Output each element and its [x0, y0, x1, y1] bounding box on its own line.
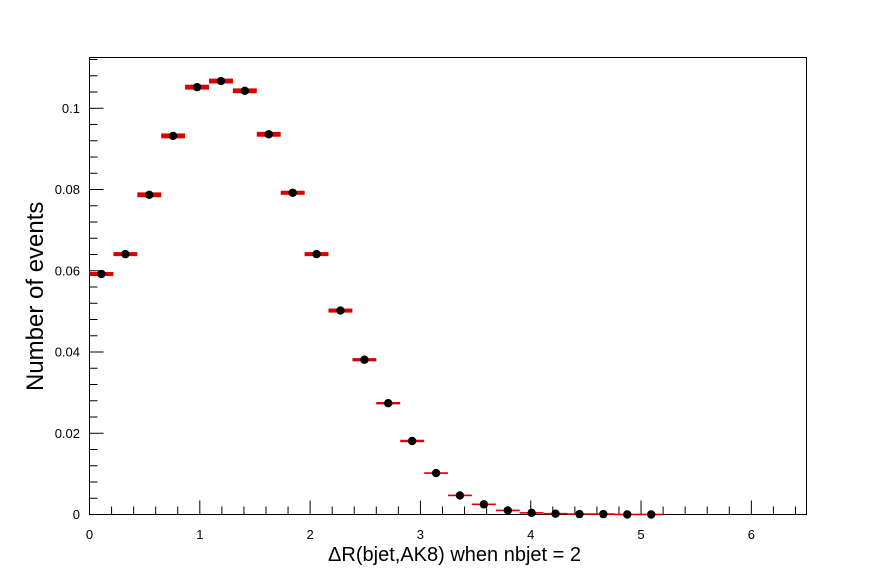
- x-tick-label: 5: [637, 527, 644, 542]
- data-point: [312, 249, 321, 259]
- data-point: [503, 506, 512, 515]
- plot-frame: [89, 57, 807, 515]
- data-point: [97, 269, 106, 279]
- data-marks: [89, 76, 664, 519]
- data-point: [336, 306, 345, 315]
- y-tick-label: 0.08: [55, 182, 80, 197]
- data-point: [599, 509, 608, 519]
- data-point: [145, 190, 154, 200]
- data-point: [360, 355, 369, 364]
- x-tick-label: 0: [86, 527, 93, 542]
- data-point: [384, 398, 393, 408]
- data-point: [288, 188, 297, 197]
- x-tick-label: 3: [417, 527, 424, 542]
- y-tick-label: 0.1: [62, 101, 80, 116]
- data-point: [216, 76, 226, 86]
- data-point: [575, 509, 584, 519]
- y-axis-title: Number of events: [22, 202, 49, 391]
- data-point: [192, 82, 202, 92]
- data-point: [623, 510, 632, 519]
- x-axis-title: ΔR(bjet,AK8) when nbjet = 2: [328, 544, 581, 566]
- x-tick-label: 4: [527, 527, 534, 542]
- axis-ticks: [89, 59, 796, 515]
- data-point: [407, 436, 417, 446]
- data-point: [455, 491, 465, 500]
- data-point: [551, 509, 560, 518]
- y-tick-label: 0.02: [55, 426, 80, 441]
- data-point: [646, 510, 656, 519]
- data-point: [168, 131, 178, 141]
- data-point: [121, 249, 130, 259]
- data-point: [479, 500, 489, 509]
- x-tick-label: 6: [748, 527, 755, 542]
- data-point: [240, 86, 250, 96]
- data-point: [527, 508, 536, 518]
- data-point: [431, 468, 441, 478]
- y-tick-label: 0: [73, 507, 80, 522]
- x-tick-label: 2: [306, 527, 313, 542]
- data-point: [264, 130, 273, 139]
- x-tick-label: 1: [196, 527, 203, 542]
- tick-labels: 0 1 2 3 4 5 6 0 0.02 0.04 0.06 0.08 0.1: [55, 101, 755, 542]
- y-tick-label: 0.04: [55, 345, 80, 360]
- y-tick-label: 0.06: [55, 263, 80, 278]
